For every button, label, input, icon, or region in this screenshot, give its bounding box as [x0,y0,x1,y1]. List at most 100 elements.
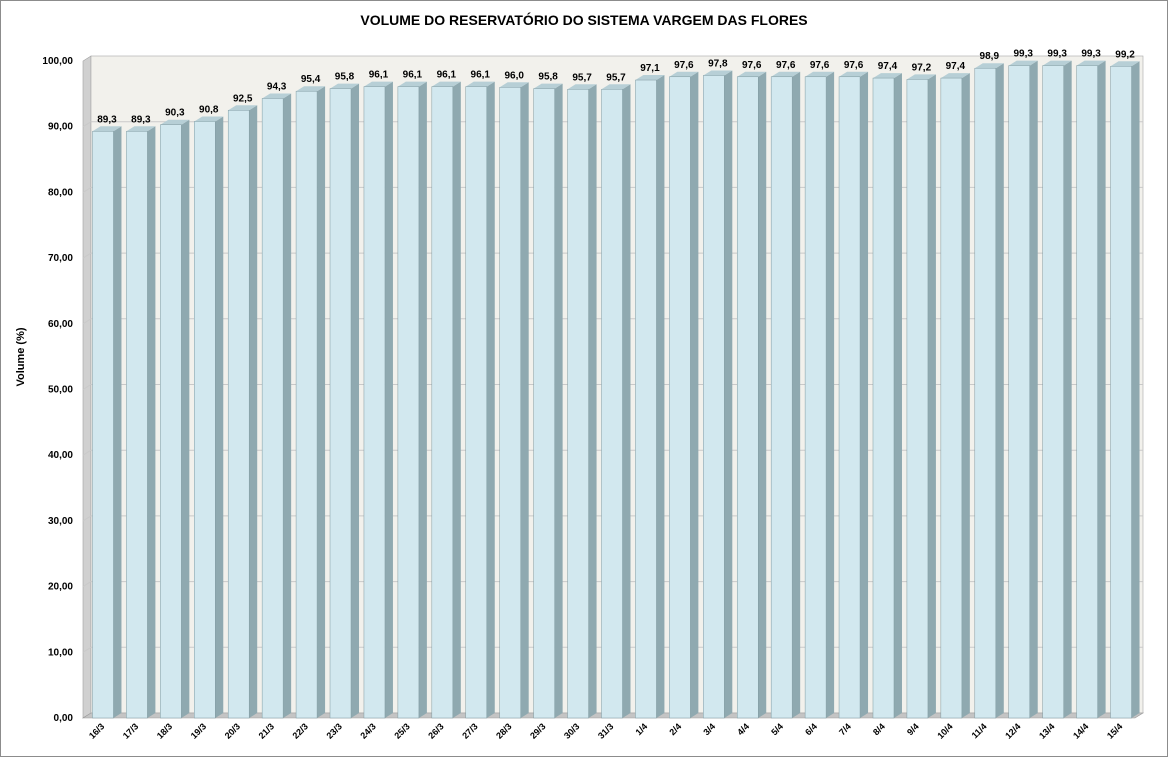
bar-front [499,87,521,719]
bar-side [826,71,835,718]
bar [838,71,869,719]
gridline-side [82,186,92,193]
y-tick-label: 40,00 [48,450,73,461]
bar-top [635,75,665,81]
bar-side [147,126,156,718]
data-label: 98,9 [980,51,1000,62]
x-tick-label: 29/3 [528,721,547,740]
data-label: 99,2 [1115,49,1135,60]
bar-top [363,81,393,87]
bar-front [92,131,114,719]
gridline-side [82,581,92,588]
bar-front [397,86,420,719]
bar-side [486,81,495,719]
data-label: 99,3 [1047,49,1067,60]
x-tick-label: 20/3 [223,721,242,740]
bar-front [1076,65,1098,719]
gridline-side [82,646,92,653]
x-axis-ticks: 16/3 17/3 18/3 19/3 20/3 21/3 22/3 23/3 24/3 25/3… [87,721,1125,740]
bar-front [838,76,861,719]
bar-top [771,71,801,77]
y-tick-label: 20,00 [48,582,73,593]
bar-side [283,93,292,719]
bar-side [927,74,936,719]
bar-side [792,71,801,718]
x-tick-label: 28/3 [494,721,513,740]
y-tick-label: 0,00 [54,713,74,724]
data-label: 92,5 [233,93,253,104]
bars [92,60,1140,719]
x-tick-label: 12/4 [1003,721,1022,740]
bar-front [363,86,386,719]
x-tick-label: 24/3 [358,721,377,740]
bar-side [317,86,326,719]
data-label: 97,1 [640,63,660,74]
bar-side [758,71,767,718]
data-label: 97,8 [708,58,728,69]
bar-side [554,83,563,719]
x-tick-label: 11/4 [970,721,989,740]
bar-front [872,77,895,719]
y-tick-label: 90,00 [48,122,73,133]
bar [1008,60,1038,719]
bar [1110,61,1140,719]
bar-side [656,75,665,719]
data-label: 99,3 [1081,49,1101,60]
data-label: 96,1 [369,70,389,81]
y-tick-label: 70,00 [48,253,73,264]
bar [92,126,122,719]
bar-side [622,84,631,719]
x-tick-label: 8/4 [871,721,887,737]
bar-top [737,71,767,77]
data-label: 96,1 [437,70,457,81]
bar [974,63,1004,719]
x-tick-label: 16/3 [87,721,106,740]
bar-front [635,79,657,719]
bar-front [804,76,827,719]
gridline-side [82,384,92,390]
bar-front [940,77,963,719]
data-label: 95,7 [572,72,592,83]
bar-side [1097,60,1106,718]
bar [567,84,597,719]
bar [703,70,733,719]
x-tick-label: 4/4 [735,721,751,737]
bar [872,73,902,719]
data-label: 96,1 [403,70,423,81]
bar-front [431,86,454,719]
data-label: 97,6 [844,60,864,71]
x-tick-label: 18/3 [155,721,174,740]
data-label: 99,3 [1013,49,1033,60]
bar-side [1063,60,1072,718]
data-label: 97,6 [776,60,796,71]
bar [736,71,767,719]
data-label: 97,6 [742,60,762,71]
x-tick-label: 31/3 [596,721,615,740]
gridline-side [82,121,92,128]
data-label: 89,3 [97,114,117,125]
bar-top [1076,60,1106,66]
bar-top [262,93,292,99]
x-tick-label: 25/3 [392,721,411,740]
bar-front [194,121,216,719]
bar-side [893,73,902,718]
data-label: 97,2 [912,62,932,73]
y-tick-label: 30,00 [48,516,73,527]
bar-front [465,86,488,719]
bar-top [499,82,529,88]
data-label: 97,4 [946,61,966,72]
x-tick-label: 21/3 [257,721,276,740]
bar-side [418,81,427,719]
bar [906,74,936,719]
bar-top [1008,60,1038,66]
bar-top [1110,61,1140,67]
bar [1042,60,1072,719]
bar-top [465,81,495,87]
x-tick-label: 14/4 [1071,721,1090,740]
bar-top [533,83,563,89]
bar [329,83,360,719]
x-tick-label: 30/3 [562,721,581,740]
bar-side [520,82,529,718]
x-tick-label: 15/4 [1105,721,1124,740]
x-tick-label: 13/4 [1037,721,1056,740]
